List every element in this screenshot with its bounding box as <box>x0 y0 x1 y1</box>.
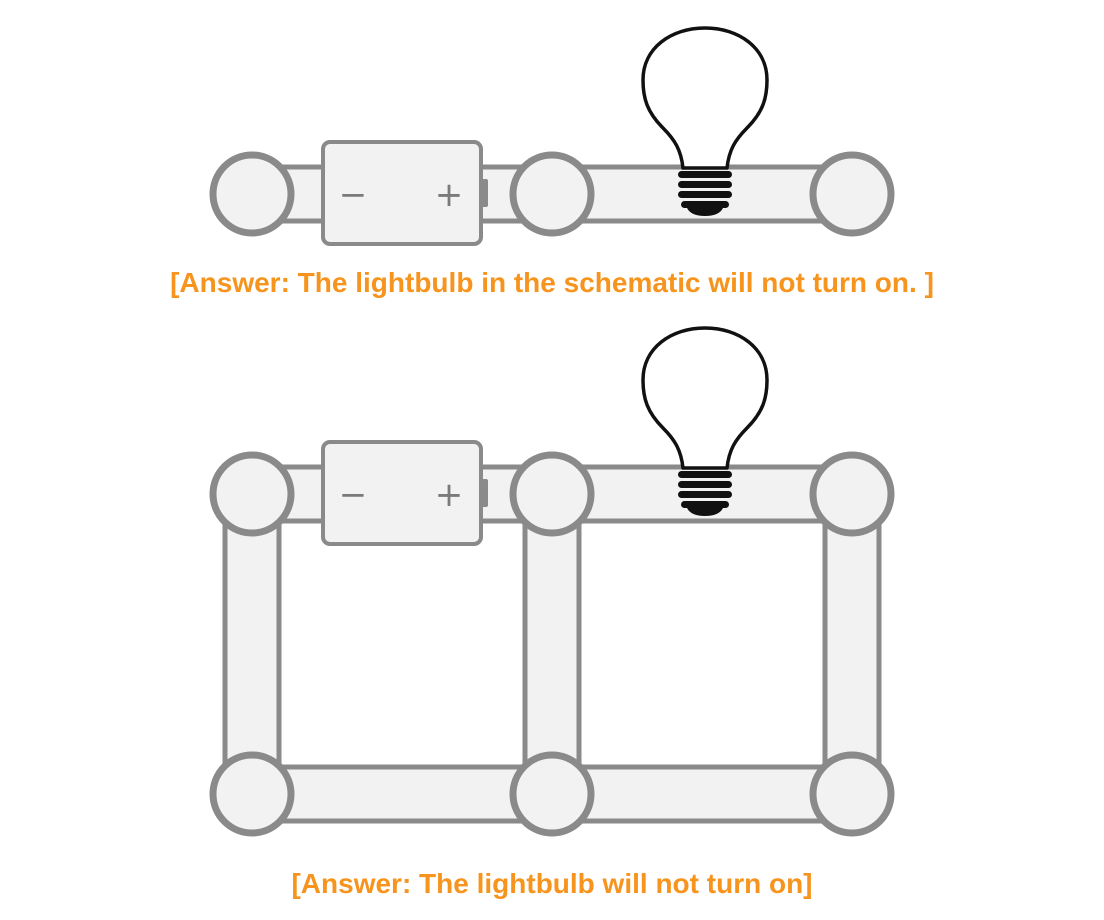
lightbulb-top-base <box>678 171 732 216</box>
wire-bottom-left-vertical <box>222 491 282 797</box>
node-bottom-top-right <box>809 451 895 537</box>
node-bottom-bottom-left <box>209 751 295 837</box>
wire-bottom-middle-vertical <box>522 491 582 797</box>
wire-bottom-right-vertical <box>822 491 882 797</box>
battery-bottom-negative-symbol: − <box>339 475 368 515</box>
battery-bottom: − + <box>321 440 488 546</box>
node-bottom-top-middle <box>509 451 595 537</box>
circuit-bottom: − + <box>209 326 895 837</box>
answer-text-top: [Answer: The lightbulb in the schematic … <box>170 267 934 298</box>
circuit-top: − + <box>209 26 895 246</box>
lightbulb-bottom-base <box>678 471 732 516</box>
node-bottom-bottom-right <box>809 751 895 837</box>
wire-bottom-bottom-right <box>549 764 855 824</box>
node-bottom-top-left <box>209 451 295 537</box>
wire-bottom-bottom-left <box>249 764 555 824</box>
node-top-right <box>809 151 895 237</box>
circuit-top-nodes <box>209 151 895 237</box>
lightbulb-top <box>641 26 769 216</box>
battery-top-positive-symbol: + <box>435 175 464 215</box>
battery-bottom-positive-tip <box>481 479 488 507</box>
circuit-bottom-nodes <box>209 451 895 837</box>
battery-top-negative-symbol: − <box>339 175 368 215</box>
battery-top-positive-tip <box>481 179 488 207</box>
node-bottom-bottom-middle <box>509 751 595 837</box>
node-top-left <box>209 151 295 237</box>
lightbulb-top-glass <box>641 26 769 170</box>
answer-text-bottom: [Answer: The lightbulb will not turn on] <box>291 868 813 899</box>
battery-top: − + <box>321 140 488 246</box>
battery-bottom-positive-symbol: + <box>435 475 464 515</box>
node-top-middle <box>509 151 595 237</box>
lightbulb-bottom <box>641 326 769 516</box>
lightbulb-bottom-glass <box>641 326 769 470</box>
